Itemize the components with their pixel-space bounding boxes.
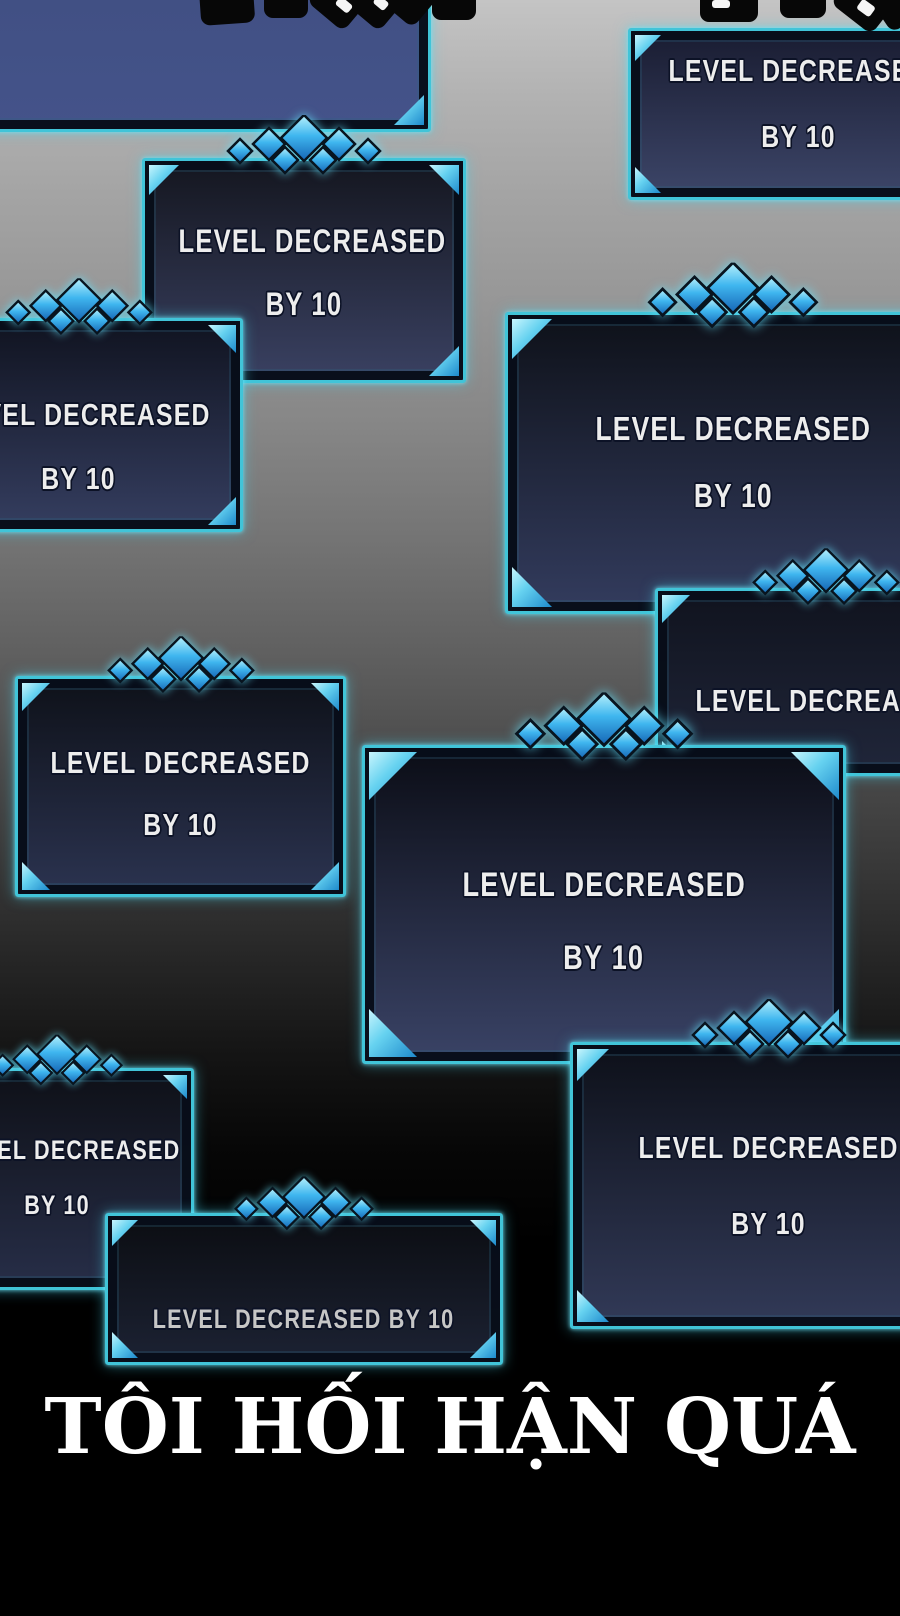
sfx-letter-fragment	[780, 0, 826, 18]
notification-text: LEVEL DECREASED BY 10	[365, 866, 843, 978]
notification-text-line: LEVEL DECREASED	[695, 683, 900, 718]
corner-ornament-icon	[369, 1009, 417, 1057]
diamond-crest-icon	[234, 1176, 374, 1231]
diamond-crest-icon	[514, 692, 694, 762]
sfx-letter-fragment	[198, 0, 256, 26]
corner-ornament-icon	[512, 319, 552, 359]
corner-ornament-icon	[369, 752, 417, 800]
diamond-crest-icon	[751, 548, 900, 605]
notification-text: LEVEL DECREASED BY 10	[0, 1135, 191, 1221]
notification-text: LEVEL DECREASED BY 10	[0, 397, 240, 497]
notification-text-line: LEVEL DECREASED	[0, 397, 211, 432]
notification-text-line: BY 10	[24, 1190, 90, 1220]
notif-bottom-center: LEVEL DECREASED BY 10	[105, 1176, 503, 1365]
notification-text-line: LEVEL DECREASED	[595, 410, 871, 447]
notif-bottom-right: LEVEL DECREASED BY 10	[570, 999, 900, 1329]
notification-text: LEVEL DECREASED BY 10	[573, 1130, 900, 1242]
corner-ornament-icon	[22, 862, 50, 890]
corner-ornament-icon	[311, 862, 339, 890]
corner-ornament-icon	[429, 346, 459, 376]
notification-text-line: BY 10	[41, 461, 117, 496]
notif-right-edge: LEVEL DECREASED	[655, 548, 900, 776]
notification-text: LEVEL DECREASED BY 10	[631, 53, 900, 155]
notification-text-line: BY 10	[731, 1206, 807, 1241]
corner-ornament-icon	[311, 683, 339, 711]
notification-text-line: LEVEL DECREASED	[178, 223, 447, 259]
notification-text-line: BY 10	[693, 477, 773, 514]
notification-text-line: LEVEL DECREASED BY 10	[153, 1304, 455, 1334]
cutoff-sfx-text	[0, 0, 900, 32]
notification-text-line: LEVEL DECREASED	[50, 745, 311, 780]
notif-top-right: LEVEL DECREASED BY 10	[628, 28, 900, 200]
notification-text-line: LEVEL DECREASED	[638, 1130, 900, 1165]
notification-text: LEVEL DECREASED BY 10	[145, 223, 463, 323]
corner-ornament-icon	[22, 683, 50, 711]
corner-ornament-icon	[208, 497, 236, 525]
notification-text-line: BY 10	[761, 119, 836, 154]
notification-text-line: LEVEL DECREASED	[462, 866, 746, 904]
notification-text: LEVEL DECREASED BY 10	[508, 410, 900, 515]
diamond-crest-icon	[0, 1034, 124, 1086]
diamond-crest-icon	[5, 278, 153, 335]
corner-ornament-icon	[112, 1332, 138, 1358]
corner-ornament-icon	[470, 1220, 496, 1246]
diamond-crest-icon	[106, 636, 255, 693]
notification-text: LEVEL DECREASED	[658, 683, 900, 719]
corner-ornament-icon	[662, 595, 690, 623]
notification-text: LEVEL DECREASED BY 10	[18, 745, 343, 843]
notification-text-line: LEVEL DECREASED	[0, 1135, 181, 1165]
corner-ornament-icon	[208, 325, 236, 353]
notif-left-edge: LEVEL DECREASED BY 10	[0, 278, 243, 532]
diamond-crest-icon	[647, 262, 819, 329]
notif-bottom-left: LEVEL DECREASED BY 10	[0, 1034, 194, 1290]
corner-ornament-icon	[577, 1049, 609, 1081]
corner-ornament-icon	[112, 1220, 138, 1246]
corner-ornament-icon	[635, 167, 661, 193]
diamond-crest-icon	[226, 115, 382, 175]
notification-text-line: BY 10	[143, 807, 218, 842]
notification-text-line: BY 10	[265, 286, 343, 322]
notification-text-line: LEVEL DECREASED	[668, 53, 900, 88]
corner-ornament-icon	[163, 1075, 187, 1099]
notification-text-line: BY 10	[563, 939, 645, 977]
corner-ornament-icon	[512, 567, 552, 607]
corner-ornament-icon	[577, 1290, 609, 1322]
corner-ornament-icon	[470, 1332, 496, 1358]
notification-text: LEVEL DECREASED BY 10	[108, 1304, 500, 1335]
corner-ornament-icon	[429, 165, 459, 195]
sfx-letter-fragment	[264, 0, 308, 18]
bottom-caption: TÔI HỐI HẬN QUÁ	[44, 1382, 856, 1472]
notif-mid-left: LEVEL DECREASED BY 10	[15, 636, 346, 897]
sfx-letter-fragment	[712, 0, 730, 8]
notif-top-left-partial	[0, 0, 431, 132]
corner-ornament-icon	[149, 165, 179, 195]
corner-ornament-icon	[791, 752, 839, 800]
sfx-letter-fragment	[432, 0, 476, 20]
diamond-crest-icon	[691, 999, 847, 1059]
